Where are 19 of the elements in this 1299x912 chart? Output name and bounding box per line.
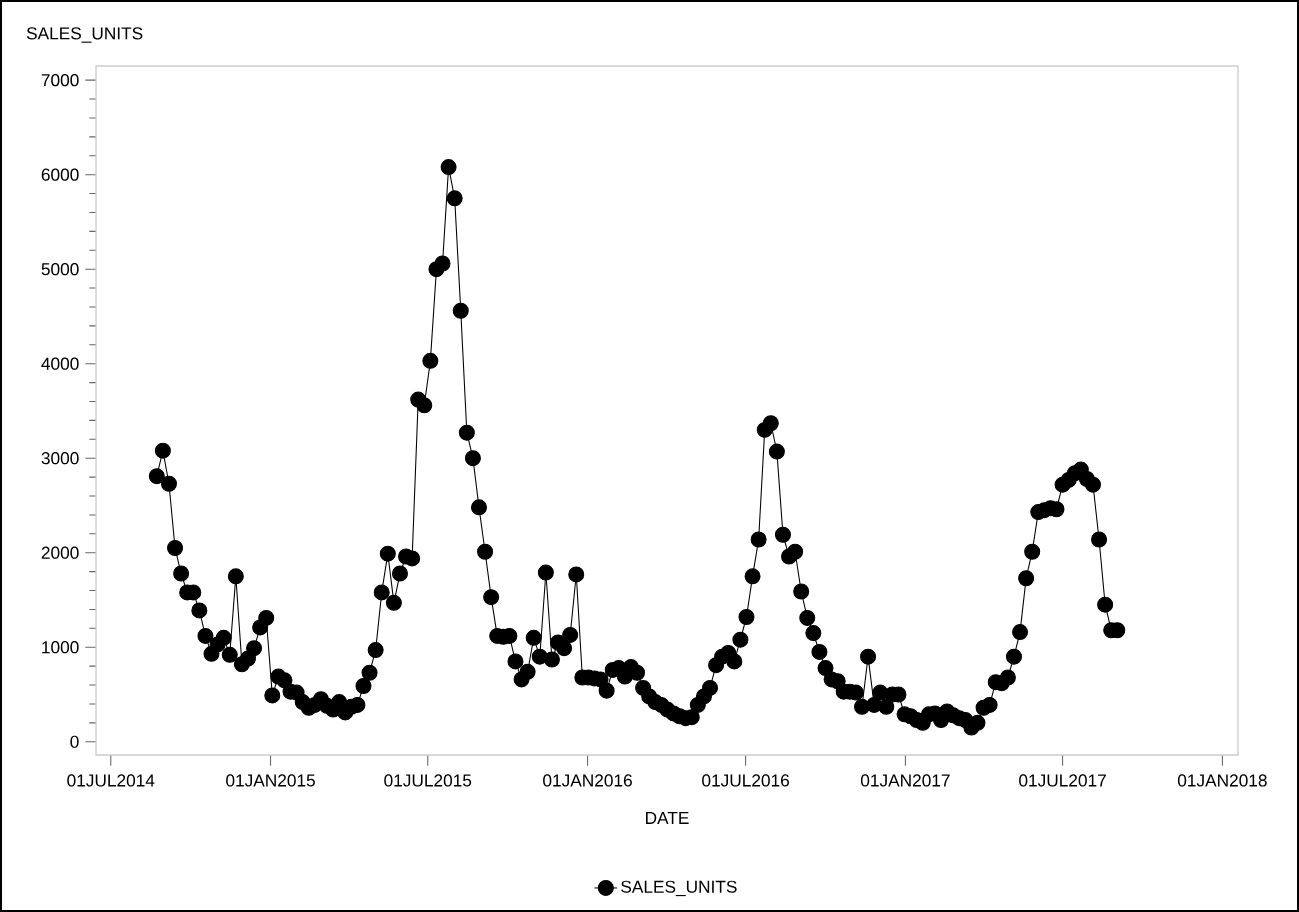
y-tick-label: 6000: [41, 168, 79, 181]
y-tick-label: 4000: [41, 357, 79, 370]
x-tick-label: 01JAN2015: [226, 774, 315, 787]
x-tick-label: 01JUL2014: [67, 774, 155, 787]
x-tick-label: 01JUL2017: [1019, 774, 1106, 787]
x-tick-label: 01JUL2016: [702, 774, 790, 787]
x-tick-label: 01JAN2018: [1177, 774, 1267, 787]
y-tick-label: 5000: [41, 263, 79, 276]
x-axis-title: DATE: [646, 812, 689, 824]
y-tick-label: 7000: [41, 74, 79, 87]
y-tick-label: 0: [70, 735, 79, 748]
legend-label: SALES_UNITS: [621, 880, 737, 897]
y-tick-label: 3000: [41, 452, 79, 465]
y-tick-label: 1000: [42, 641, 79, 654]
x-tick-label: 01JAN2017: [860, 774, 950, 787]
x-tick-label: 01JUL2015: [384, 774, 472, 787]
x-tick-label: 01JAN2016: [543, 774, 632, 787]
y-tick-label: 2000: [41, 546, 79, 559]
y-axis-title: SALES_UNITS: [26, 27, 143, 43]
